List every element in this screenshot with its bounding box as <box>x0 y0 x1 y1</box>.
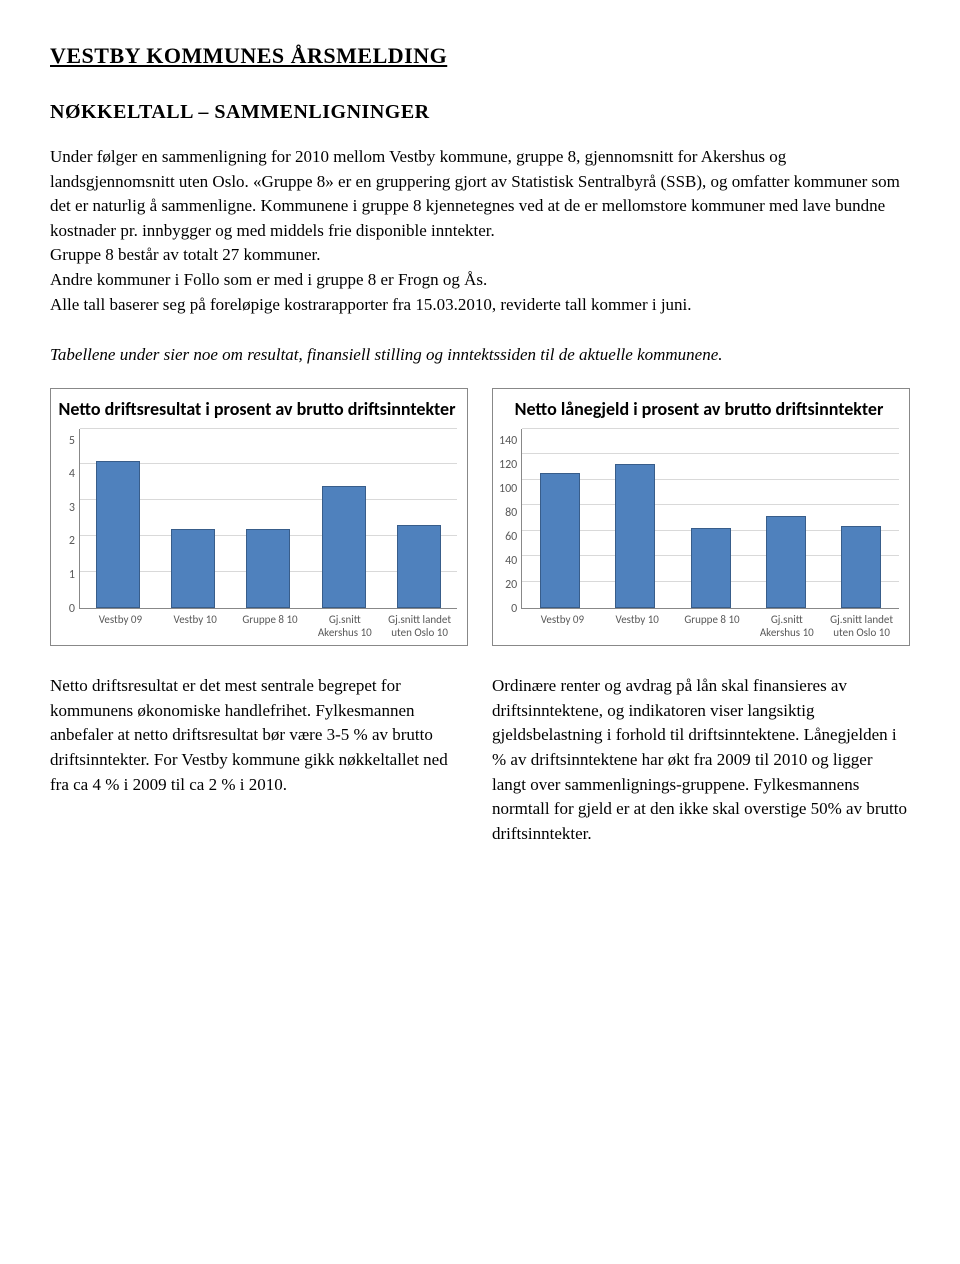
bar <box>246 529 290 608</box>
chart1-title: Netto driftsresultat i prosent av brutto… <box>57 399 457 421</box>
intro-paragraph-3: Andre kommuner i Follo som er med i grup… <box>50 268 910 293</box>
charts-row: Netto driftsresultat i prosent av brutto… <box>50 388 910 646</box>
bar <box>615 464 655 607</box>
chart2-y-axis: 020406080100120140 <box>499 429 521 609</box>
chart1-y-axis: 012345 <box>57 429 79 609</box>
bar <box>691 528 731 607</box>
bar <box>766 516 806 608</box>
x-label: Vestby 09 <box>83 613 158 639</box>
intro-paragraph-2: Gruppe 8 består av totalt 27 kommuner. <box>50 243 910 268</box>
x-label: Gruppe 8 10 <box>233 613 308 639</box>
x-label: Gruppe 8 10 <box>675 613 750 639</box>
chart-netto-driftsresultat: Netto driftsresultat i prosent av brutto… <box>50 388 468 646</box>
x-label: Vestby 09 <box>525 613 600 639</box>
x-label: Vestby 10 <box>158 613 233 639</box>
bar <box>540 473 580 607</box>
section-subtitle: NØKKELTALL – SAMMENLIGNINGER <box>50 98 910 127</box>
bottom-left-text: Netto driftsresultat er det mest sentral… <box>50 674 468 846</box>
bar <box>96 461 140 608</box>
x-label: Vestby 10 <box>600 613 675 639</box>
chart1-x-labels: Vestby 09Vestby 10Gruppe 8 10Gj.snitt Ak… <box>83 613 457 639</box>
chart2-plot <box>521 429 899 609</box>
bar <box>397 525 441 607</box>
bottom-right-paragraph: Ordinære renter og avdrag på lån skal fi… <box>492 674 910 846</box>
summary-text: Tabellene under sier noe om resultat, fi… <box>50 343 910 368</box>
chart2-x-labels: Vestby 09Vestby 10Gruppe 8 10Gj.snitt Ak… <box>525 613 899 639</box>
page-title: VESTBY KOMMUNES ÅRSMELDING <box>50 40 910 72</box>
intro-paragraph-4: Alle tall baserer seg på foreløpige kost… <box>50 293 910 318</box>
chart2-title: Netto lånegjeld i prosent av brutto drif… <box>499 399 899 421</box>
x-label: Gj.snitt Akershus 10 <box>307 613 382 639</box>
intro-paragraph-1: Under følger en sammenligning for 2010 m… <box>50 145 910 244</box>
bar <box>841 526 881 608</box>
chart1-plot <box>79 429 457 609</box>
bottom-right-text: Ordinære renter og avdrag på lån skal fi… <box>492 674 910 846</box>
chart-netto-lanegjeld: Netto lånegjeld i prosent av brutto drif… <box>492 388 910 646</box>
x-label: Gj.snitt landet uten Oslo 10 <box>824 613 899 639</box>
intro-block: Under følger en sammenligning for 2010 m… <box>50 145 910 317</box>
bottom-columns: Netto driftsresultat er det mest sentral… <box>50 674 910 846</box>
bar <box>322 486 366 608</box>
x-label: Gj.snitt Akershus 10 <box>749 613 824 639</box>
bottom-left-paragraph: Netto driftsresultat er det mest sentral… <box>50 674 468 797</box>
bar <box>171 529 215 608</box>
x-label: Gj.snitt landet uten Oslo 10 <box>382 613 457 639</box>
